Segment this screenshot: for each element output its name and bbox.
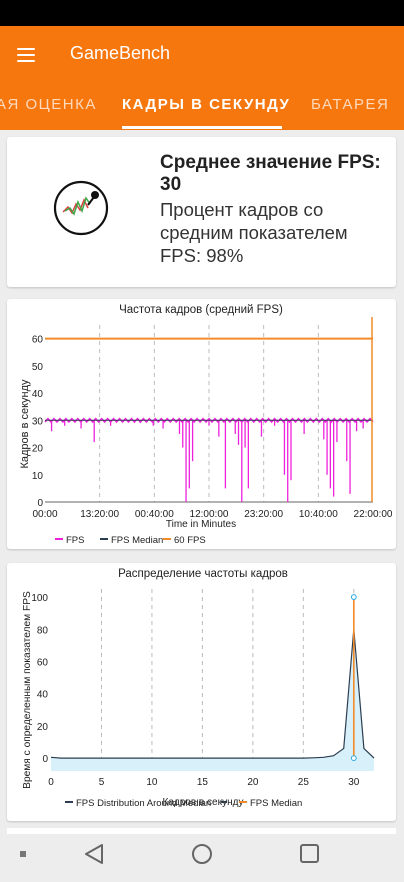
y-tick-label: 20 — [32, 444, 44, 455]
fps-percentage-text: Процент кадров со средним показателем FP… — [160, 199, 348, 266]
y-tick-label: 60 — [37, 657, 49, 668]
recents-square-icon[interactable] — [20, 851, 26, 857]
y-tick-label: 0 — [37, 498, 43, 509]
x-ticks: 0 5 10 15 20 25 30 — [48, 777, 360, 788]
x-tick-label: 22:00:00 — [354, 509, 393, 520]
system-nav-bar — [0, 834, 404, 877]
x-axis-label: Time in Minutes — [166, 519, 236, 530]
legend-label: FPS — [66, 535, 84, 546]
y-tick-label: 40 — [32, 389, 44, 400]
fps-chart: Частота кадров (средний FPS) Кадров в се… — [19, 304, 393, 546]
legend-label: FPS Distribution Around Median — [76, 798, 211, 809]
median-bottom-point — [350, 755, 357, 762]
legend-label: FPS Median — [250, 798, 302, 809]
status-bar — [0, 0, 404, 26]
distribution-chart: Распределение частоты кадров Время с опр… — [22, 568, 375, 809]
x-tick-label: 10:40:00 — [299, 509, 338, 520]
median-top-point — [350, 594, 357, 600]
x-tick-label: 0 — [48, 777, 54, 788]
distribution-area — [51, 629, 374, 771]
x-tick-label: 15 — [197, 777, 209, 788]
x-tick-label: 00:00 — [32, 509, 57, 520]
legend-label: FPS Median — [111, 535, 163, 546]
y-tick-label: 20 — [37, 722, 49, 733]
chart-marks — [50, 594, 375, 771]
tab-rating[interactable]: АЯ ОЦЕНКА — [0, 96, 97, 113]
y-tick-label: 0 — [42, 754, 48, 765]
tab-indicator — [122, 126, 282, 129]
y-tick-label: 100 — [31, 593, 48, 604]
app-title: GameBench — [70, 43, 171, 63]
y-tick-label: 80 — [37, 625, 49, 636]
distribution-chart-card: Распределение частоты кадров Время с опр… — [7, 563, 396, 821]
y-axis-label: Кадров в секунду — [19, 379, 31, 469]
y-ticks: 0 10 20 30 40 50 60 — [32, 335, 44, 509]
legend-label: 60 FPS — [174, 535, 206, 546]
x-tick-label: 00:40:00 — [135, 509, 174, 520]
grid — [45, 325, 373, 503]
home-circle-icon[interactable] — [192, 844, 212, 864]
chart-title: Частота кадров (средний FPS) — [119, 304, 283, 316]
x-tick-label: 30 — [348, 777, 360, 788]
y-axis-label: Время с определенным показателем FPS — [22, 591, 33, 789]
x-tick-label: 20 — [247, 777, 259, 788]
x-tick-label: 25 — [298, 777, 310, 788]
app-bar: GameBench — [0, 26, 404, 86]
x-tick-label: 13:20:00 — [80, 509, 119, 520]
x-tick-label: 5 — [99, 777, 105, 788]
y-tick-label: 30 — [32, 416, 44, 427]
x-tick-label: 12:00:00 — [190, 509, 229, 520]
tab-battery[interactable]: БАТАРЕЯ — [311, 96, 390, 113]
next-card-edge — [7, 828, 396, 834]
fps-chart-card: Частота кадров (средний FPS) Кадров в се… — [7, 299, 396, 549]
y-tick-label: 60 — [32, 335, 44, 346]
y-tick-label: 50 — [32, 362, 44, 373]
menu-icon[interactable] — [14, 42, 40, 68]
x-axis-label: Кадров в секунду — [163, 797, 244, 808]
fps-baseline-line — [44, 417, 374, 424]
tab-bar: АЯ ОЦЕНКА КАДРЫ В СЕКУНДУ БАТАРЕЯ — [0, 86, 404, 130]
y-tick-label: 10 — [32, 471, 44, 482]
distribution-line — [50, 629, 375, 759]
tab-fps[interactable]: КАДРЫ В СЕКУНДУ — [122, 96, 291, 113]
grid — [100, 589, 355, 771]
gamebench-logo-icon — [53, 180, 109, 236]
average-fps-title: Среднее значение FPS: 30 — [160, 152, 381, 195]
back-triangle-icon[interactable] — [85, 844, 103, 864]
x-ticks: 00:00 13:20:00 00:40:00 12:00:00 23:20:00 10:… — [32, 509, 392, 520]
y-ticks: 0 20 40 60 80 100 — [31, 593, 48, 765]
x-tick-label: 10 — [146, 777, 158, 788]
overview-square-icon[interactable] — [300, 844, 319, 863]
chart-legend: FPS Distribution Around Median FPS Median — [65, 798, 302, 809]
chart-legend: FPS FPS Median 60 FPS — [55, 535, 206, 546]
chart-marks — [44, 317, 374, 502]
y-tick-label: 40 — [37, 690, 49, 701]
x-tick-label: 23:20:00 — [244, 509, 283, 520]
chart-title: Распределение частоты кадров — [118, 568, 288, 580]
